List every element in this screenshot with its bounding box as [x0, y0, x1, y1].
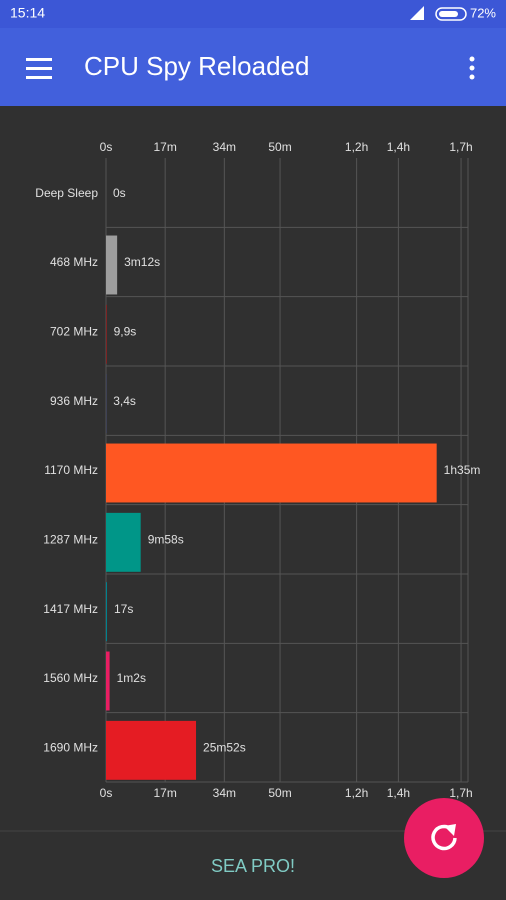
x-tick-label-bottom: 50m [268, 786, 291, 800]
status-time: 15:14 [10, 5, 45, 21]
battery-level [439, 11, 458, 17]
signal-icon [410, 6, 424, 20]
x-tick-label-bottom: 1,7h [449, 786, 472, 800]
value-label: 3,4s [113, 394, 136, 408]
category-label: 1287 MHz [43, 533, 98, 547]
value-label: 9,9s [114, 325, 137, 339]
x-tick-label-top: 1,7h [449, 140, 472, 154]
value-label: 25m52s [203, 741, 246, 755]
x-tick-label-top: 1,2h [345, 140, 368, 154]
value-label: 1h35m [444, 463, 481, 477]
x-tick-label-top: 0s [100, 140, 113, 154]
x-tick-label-bottom: 17m [154, 786, 177, 800]
bar [106, 512, 141, 572]
x-tick-label-top: 1,4h [387, 140, 410, 154]
x-tick-label-bottom: 34m [213, 786, 236, 800]
bar [106, 651, 110, 711]
x-tick-label-bottom: 1,4h [387, 786, 410, 800]
battery-icon [435, 7, 467, 21]
x-tick-label-top: 50m [268, 140, 291, 154]
category-label: 1560 MHz [43, 671, 98, 685]
category-label: 1170 MHz [44, 463, 98, 477]
x-tick-label-bottom: 1,2h [345, 786, 368, 800]
bar [106, 582, 107, 642]
category-label: 936 MHz [50, 394, 98, 408]
app-title: CPU Spy Reloaded [84, 51, 309, 81]
category-label: 702 MHz [50, 325, 98, 339]
menu-button[interactable] [26, 58, 52, 79]
value-label: 17s [114, 602, 133, 616]
status-bar [0, 0, 506, 28]
battery-percent: 72% [470, 5, 496, 20]
pro-button[interactable]: SEA PRO! [211, 856, 295, 876]
value-label: 3m12s [124, 255, 160, 269]
overflow-menu[interactable] [469, 56, 475, 80]
category-label: 1417 MHz [43, 602, 98, 616]
value-label: 1m2s [117, 671, 146, 685]
refresh-fab[interactable] [404, 798, 484, 878]
x-tick-label-top: 34m [213, 140, 236, 154]
app-bar [0, 28, 506, 106]
x-tick-label-bottom: 0s [100, 786, 113, 800]
x-tick-label-top: 17m [154, 140, 177, 154]
bar [106, 443, 437, 503]
bar [106, 720, 197, 780]
category-label: Deep Sleep [35, 186, 98, 200]
category-label: 1690 MHz [43, 741, 98, 755]
bar [106, 304, 107, 364]
value-label: 0s [113, 186, 126, 200]
category-label: 468 MHz [50, 255, 98, 269]
bar [106, 235, 118, 295]
value-label: 9m58s [148, 533, 184, 547]
